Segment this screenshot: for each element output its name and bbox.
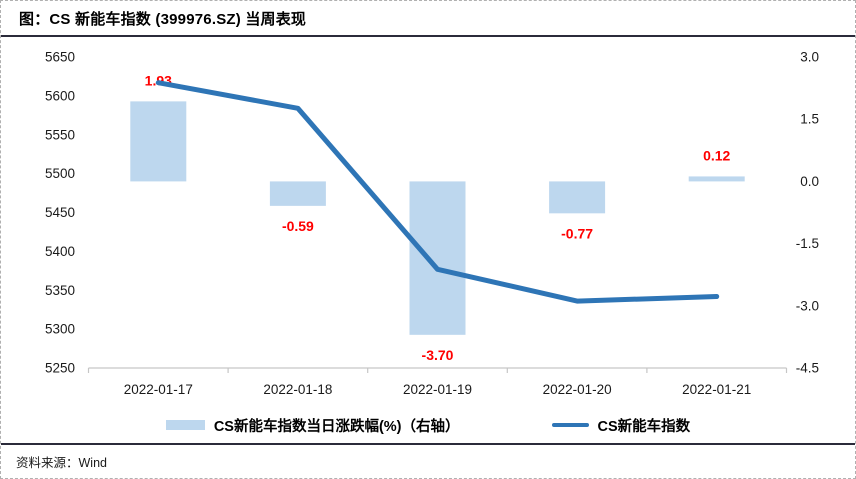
left-axis-tick-label: 5250: [45, 361, 75, 376]
bar-value-label: 0.12: [703, 147, 730, 163]
data-source: 资料来源：Wind: [16, 456, 107, 470]
bar: [130, 101, 187, 182]
legend-item-bar: CS新能车指数当日涨跌幅(%)（右轴）: [165, 415, 460, 436]
bar: [688, 176, 745, 182]
right-axis-tick-label: 1.5: [800, 112, 819, 127]
figure-title-bar: 图：CS 新能车指数 (399976.SZ) 当周表现: [1, 1, 855, 37]
legend-bar-swatch: [165, 420, 205, 430]
x-axis-label: 2022-01-21: [682, 382, 751, 397]
right-axis-tick-label: 3.0: [800, 50, 819, 65]
left-axis-tick-label: 5600: [45, 88, 75, 103]
right-axis-tick-label: 0.0: [800, 174, 819, 189]
figure-title: 图：CS 新能车指数 (399976.SZ) 当周表现: [19, 10, 307, 28]
right-axis-tick-label: -1.5: [796, 236, 819, 251]
bar-value-label: -3.70: [422, 347, 454, 363]
right-axis-tick-label: -4.5: [796, 361, 819, 376]
left-axis-tick-label: 5650: [45, 50, 75, 65]
legend-line-swatch: [551, 422, 589, 428]
left-axis-tick-label: 5400: [45, 244, 75, 259]
bar-value-label: -0.77: [561, 225, 593, 241]
bar: [409, 181, 466, 335]
left-axis-tick-label: 5500: [45, 166, 75, 181]
legend-item-line: CS新能车指数: [551, 415, 691, 436]
x-axis-label: 2022-01-20: [543, 382, 612, 397]
x-axis-label: 2022-01-19: [403, 382, 472, 397]
right-axis-tick-label: -3.0: [796, 298, 819, 313]
left-axis-tick-label: 5300: [45, 322, 75, 337]
chart-legend: CS新能车指数当日涨跌幅(%)（右轴） CS新能车指数: [1, 407, 855, 443]
figure-footer: 资料来源：Wind: [1, 443, 855, 478]
left-axis-tick-label: 5350: [45, 283, 75, 298]
left-axis-tick-label: 5450: [45, 205, 75, 220]
left-axis-tick-label: 5550: [45, 127, 75, 142]
legend-line-label: CS新能车指数: [597, 418, 691, 435]
x-axis-label: 2022-01-17: [124, 382, 193, 397]
x-axis-label: 2022-01-18: [263, 382, 332, 397]
bar: [269, 181, 326, 206]
bar: [549, 181, 606, 214]
legend-bar-label: CS新能车指数当日涨跌幅(%)（右轴）: [213, 418, 460, 435]
chart-canvas: 5650 5600 5550 5500 5450 5400 5350 5300 5250 3.0 1…: [45, 50, 819, 398]
bar-value-label: -0.59: [282, 218, 314, 234]
index-line: [155, 80, 720, 304]
